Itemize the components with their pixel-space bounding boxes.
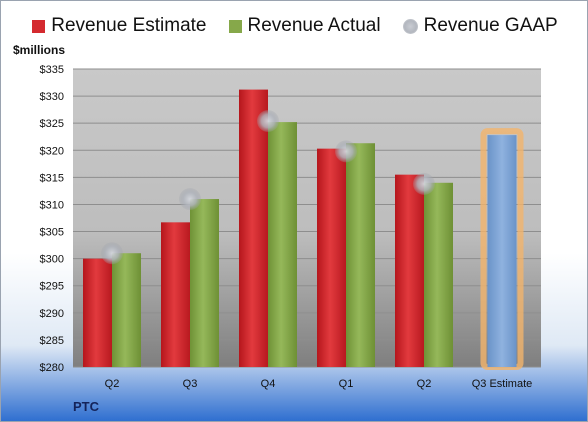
- y-tick-label: $300: [40, 254, 64, 266]
- y-tick-label: $325: [40, 118, 64, 130]
- x-tick-label: Q3: [183, 378, 198, 390]
- bar-estimate: [83, 258, 112, 367]
- legend: Revenue Estimate Revenue Actual Revenue …: [1, 15, 588, 37]
- gaap-marker: [257, 110, 279, 133]
- bar-estimate: [395, 174, 424, 367]
- y-tick-label: $285: [40, 335, 64, 347]
- bar-estimate: [161, 222, 190, 367]
- x-tick-label: Q2: [417, 378, 432, 390]
- gaap-marker: [101, 242, 123, 265]
- legend-item-gaap: Revenue GAAP: [402, 15, 558, 37]
- grid-lines: [73, 68, 541, 368]
- bar-actual: [112, 253, 141, 367]
- y-tick-label: $290: [40, 308, 64, 320]
- bar-actual: [268, 122, 297, 368]
- bar-estimate-forecast: [487, 135, 517, 367]
- legend-swatch-estimate: [32, 19, 46, 33]
- bar-estimate: [239, 89, 268, 368]
- legend-label-estimate: Revenue Estimate: [51, 15, 207, 36]
- y-tick-label: $335: [40, 64, 64, 76]
- legend-swatch-actual: [228, 19, 242, 33]
- company-ticker: PTC: [73, 399, 99, 414]
- y-tick-label: $310: [40, 199, 64, 211]
- y-tick-label: $330: [40, 91, 64, 103]
- gaap-markers: [101, 110, 435, 265]
- legend-item-estimate: Revenue Estimate: [32, 15, 207, 37]
- gaap-marker: [413, 172, 435, 195]
- legend-swatch-gaap: [402, 18, 418, 34]
- bars: [83, 89, 524, 370]
- x-tick-label: Q4: [261, 378, 276, 390]
- gaap-marker: [179, 188, 201, 211]
- bar-actual: [190, 199, 219, 367]
- legend-label-gaap: Revenue GAAP: [423, 15, 558, 36]
- bar-actual: [424, 182, 453, 367]
- legend-item-actual: Revenue Actual: [228, 15, 381, 37]
- y-tick-label: $305: [40, 227, 64, 239]
- y-tick-label: $280: [40, 362, 64, 374]
- bar-actual: [346, 143, 375, 367]
- y-tick-label: $315: [40, 172, 64, 184]
- legend-label-actual: Revenue Actual: [247, 15, 381, 36]
- y-tick-label: $295: [40, 281, 64, 293]
- gaap-marker: [335, 140, 357, 163]
- plot-background: [73, 69, 541, 367]
- bar-estimate: [317, 148, 346, 367]
- x-tick-label: Q3 Estimate: [472, 378, 533, 390]
- x-tick-label: Q1: [339, 378, 354, 390]
- x-axis-labels: Q2 Q3 Q4 Q1 Q2 Q3 Estimate: [105, 378, 533, 390]
- x-tick-label: Q2: [105, 378, 120, 390]
- y-axis-ticks: $280 $285 $290 $295 $300 $305 $310 $315 $320 $325…: [40, 64, 64, 374]
- y-axis-unit-label: $millions: [13, 43, 66, 57]
- y-tick-label: $320: [40, 145, 64, 157]
